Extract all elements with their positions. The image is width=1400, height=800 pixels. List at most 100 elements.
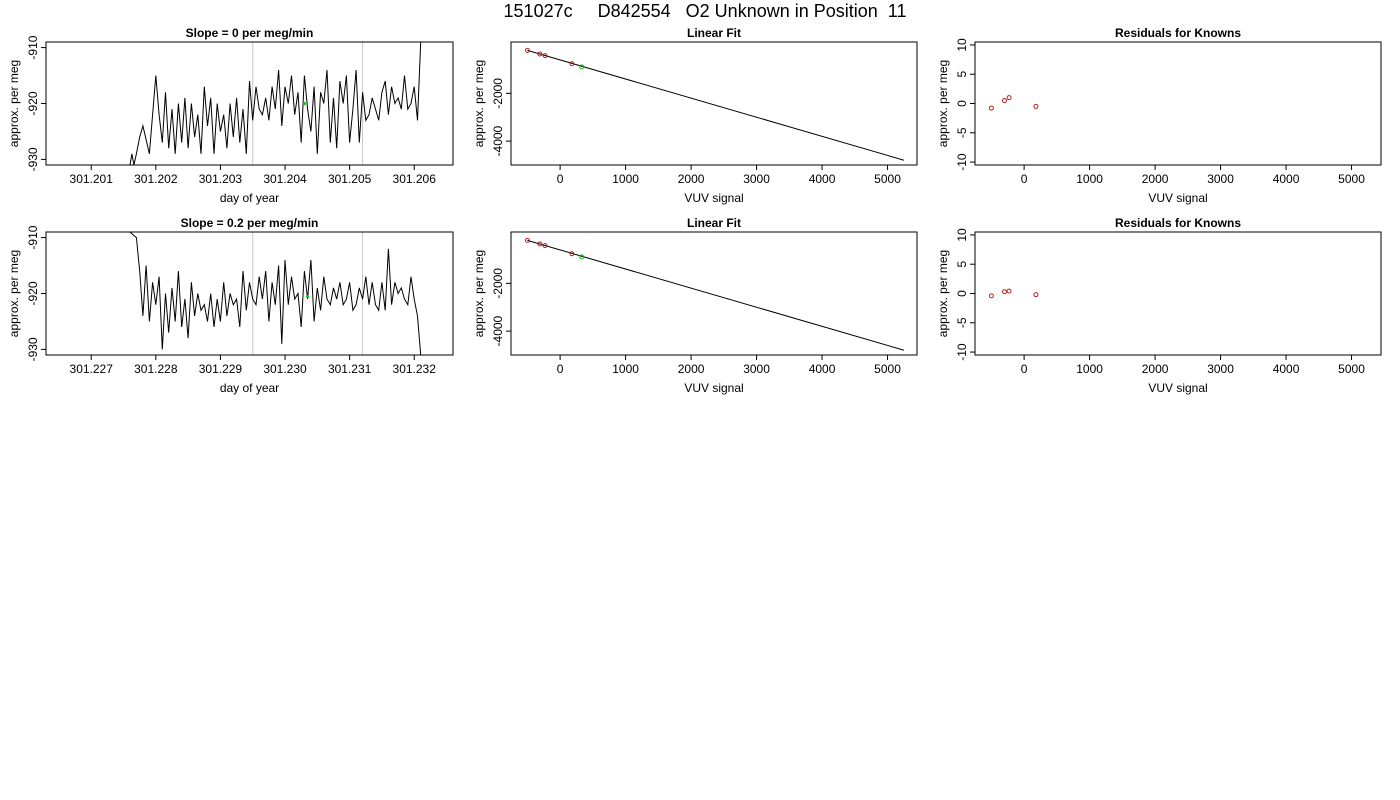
unknown-marker (302, 101, 307, 106)
x-tick-label: 301.201 (70, 172, 114, 186)
residual-point (1006, 288, 1012, 294)
known-point (569, 251, 575, 257)
chart-title: Residuals for Knowns (1115, 26, 1241, 40)
y-tick-label: -2000 (491, 78, 505, 109)
plot-frame (45, 41, 454, 166)
plot-frame (510, 231, 918, 356)
y-tick-label: -10 (955, 153, 969, 171)
plot-frame (974, 231, 1382, 356)
unknown-marker (306, 294, 310, 298)
residual-point (988, 293, 994, 299)
chart-timeseries-2: Slope = 0.2 per meg/min 301.227 301.228 301… (7, 216, 454, 395)
chart-linear-fit-2: Linear Fit 0 1000 2000 3000 4000 5000 -4000 -200… (472, 216, 918, 395)
x-tick-label: 1000 (1076, 172, 1103, 186)
y-tick-label: 10 (955, 228, 969, 242)
known-point (537, 51, 543, 57)
y-axis-label: approx. per meg (472, 60, 486, 147)
y-tick-label: -4000 (491, 315, 505, 346)
x-axis-label: VUV signal (1148, 381, 1207, 395)
x-tick-label: 301.205 (328, 172, 372, 186)
y-tick-label: -920 (26, 281, 40, 305)
x-tick-label: 301.204 (263, 172, 307, 186)
x-tick-label: 2000 (678, 362, 705, 376)
series-line (123, 41, 424, 166)
x-axis-label: VUV signal (684, 191, 743, 205)
x-tick-label: 5000 (1338, 172, 1365, 186)
known-point (569, 61, 575, 67)
residual-point (1001, 98, 1007, 104)
x-tick-label: 3000 (1207, 362, 1234, 376)
y-axis-label: approx. per meg (936, 60, 950, 147)
y-tick-label: -5 (955, 127, 969, 138)
y-tick-label: -930 (26, 337, 40, 361)
x-axis-label: VUV signal (1148, 191, 1207, 205)
unknown-point (579, 64, 585, 70)
y-axis-label: approx. per meg (7, 250, 21, 337)
y-tick-label: -920 (26, 91, 40, 115)
x-axis-label: day of year (220, 381, 279, 395)
x-tick-label: 301.232 (393, 362, 437, 376)
known-point (524, 47, 530, 53)
y-tick-label: 0 (955, 100, 969, 107)
x-tick-label: 301.231 (328, 362, 372, 376)
chart-residuals-2: Residuals for Knowns 0 1000 2000 3000 4000 500… (936, 216, 1382, 395)
x-tick-label: 1000 (1076, 362, 1103, 376)
y-tick-label: 0 (955, 290, 969, 297)
x-tick-label: 2000 (1142, 362, 1169, 376)
plot-frame (510, 41, 918, 166)
chart-residuals-1: Residuals for Knowns 0 1000 2000 3000 4000 500… (936, 26, 1382, 205)
known-point (542, 243, 548, 249)
chart-title: Slope = 0.2 per meg/min (181, 216, 319, 230)
y-tick-label: -4000 (491, 125, 505, 156)
residual-point (1033, 103, 1039, 109)
x-tick-label: 0 (1021, 172, 1028, 186)
y-axis-label: approx. per meg (7, 60, 21, 147)
x-tick-label: 301.203 (199, 172, 243, 186)
residual-point (1033, 292, 1039, 298)
chart-title: Residuals for Knowns (1115, 216, 1241, 230)
chart-timeseries-1: Slope = 0 per meg/min 301.201 301.202 301.2… (7, 26, 454, 205)
x-tick-label: 5000 (874, 172, 901, 186)
x-tick-label: 0 (557, 362, 564, 376)
x-axis-label: VUV signal (684, 381, 743, 395)
y-tick-label: 10 (955, 38, 969, 52)
x-tick-label: 301.228 (134, 362, 178, 376)
x-tick-label: 1000 (612, 362, 639, 376)
x-tick-label: 301.206 (393, 172, 437, 186)
y-axis-label: approx. per meg (936, 250, 950, 337)
x-tick-label: 301.229 (199, 362, 243, 376)
x-tick-label: 1000 (612, 172, 639, 186)
y-tick-label: -5 (955, 317, 969, 328)
chart-title: Linear Fit (687, 216, 741, 230)
x-tick-label: 301.202 (134, 172, 178, 186)
y-tick-label: 5 (955, 71, 969, 78)
chart-title: Linear Fit (687, 26, 741, 40)
x-tick-label: 4000 (809, 172, 836, 186)
x-tick-label: 3000 (743, 172, 770, 186)
x-tick-label: 2000 (678, 172, 705, 186)
x-tick-label: 0 (557, 172, 564, 186)
series-line (129, 231, 422, 356)
fit-line (527, 49, 905, 161)
x-tick-label: 3000 (743, 362, 770, 376)
chart-title: Slope = 0 per meg/min (186, 26, 314, 40)
x-tick-label: 301.230 (263, 362, 307, 376)
y-tick-label: -10 (955, 343, 969, 361)
unknown-point (579, 254, 585, 260)
chart-linear-fit-1: Linear Fit 0 1000 2000 3000 4000 5000 -4000 -200… (472, 26, 918, 205)
residual-point (988, 105, 994, 111)
x-tick-label: 5000 (1338, 362, 1365, 376)
residual-point (1001, 289, 1007, 295)
x-tick-label: 5000 (874, 362, 901, 376)
fit-line (527, 239, 905, 351)
y-tick-label: 5 (955, 261, 969, 268)
x-axis-label: day of year (220, 191, 279, 205)
y-axis-label: approx. per meg (472, 250, 486, 337)
x-tick-label: 3000 (1207, 172, 1234, 186)
y-tick-label: -2000 (491, 268, 505, 299)
x-tick-label: 2000 (1142, 172, 1169, 186)
y-tick-label: -930 (26, 147, 40, 171)
plot-frame (974, 41, 1382, 166)
x-tick-label: 301.227 (70, 362, 114, 376)
known-point (524, 237, 530, 243)
